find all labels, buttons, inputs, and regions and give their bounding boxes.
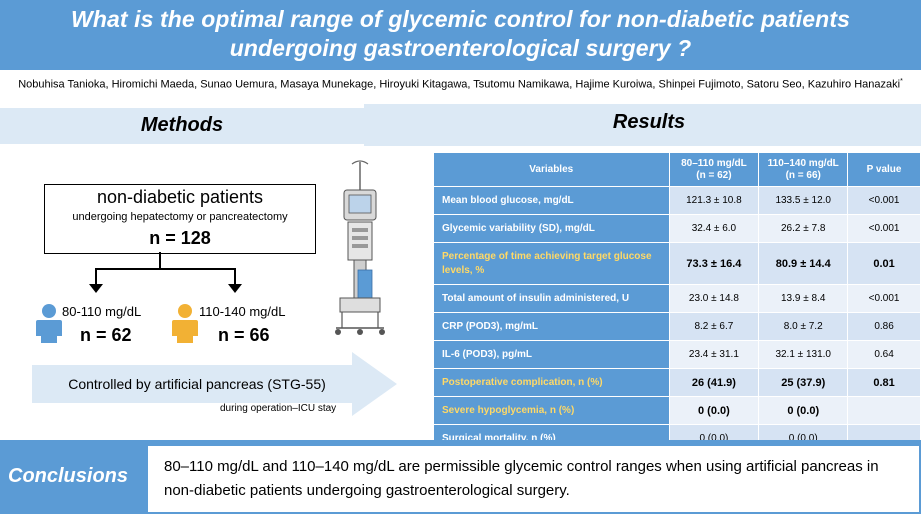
variable-cell: Mean blood glucose, mg/dL xyxy=(433,186,670,215)
variable-cell: Postoperative complication, n (%) xyxy=(433,368,670,397)
results-table: Variables 80–110 mg/dL (n = 62) 110–140 … xyxy=(433,152,921,452)
variable-cell: CRP (POD3), mg/mL xyxy=(433,312,670,341)
table-header-row: Variables 80–110 mg/dL (n = 62) 110–140 … xyxy=(433,152,921,187)
variable-cell: Percentage of time achieving target gluc… xyxy=(433,242,670,285)
variable-cell: Severe hypoglycemia, n (%) xyxy=(433,396,670,425)
group-1-value-cell: 23.4 ± 31.1 xyxy=(668,340,760,369)
group-1-value-cell: 73.3 ± 16.4 xyxy=(668,242,760,285)
cohort-title: non-diabetic patients xyxy=(96,187,264,207)
page-title-line-1: What is the optimal range of glycemic co… xyxy=(71,6,850,32)
column-header-p-value: P value xyxy=(847,152,921,187)
p-value-cell: 0.01 xyxy=(847,242,921,285)
group-1-value-cell: 0 (0.0) xyxy=(668,396,760,425)
cohort-subtitle: undergoing hepatectomy or pancreatectomy xyxy=(72,211,288,223)
group-2-label: 110-140 mg/dL xyxy=(199,304,286,319)
p-value-cell: 0.64 xyxy=(847,340,921,369)
group-1-value-cell: 32.4 ± 6.0 xyxy=(668,214,760,243)
group-1-value-cell: 23.0 ± 14.8 xyxy=(668,284,760,313)
group-1-value-cell: 121.3 ± 10.8 xyxy=(668,186,760,215)
arrow-down-icon xyxy=(228,284,242,293)
table-row: Mean blood glucose, mg/dL 121.3 ± 10.8 133… xyxy=(433,186,921,215)
title-banner xyxy=(0,0,921,70)
p-value-cell xyxy=(847,396,921,425)
duration-text: during operation–ICU stay xyxy=(220,403,337,414)
group-2-value-cell: 13.9 ± 8.4 xyxy=(758,284,849,313)
group-2-value-cell: 8.0 ± 7.2 xyxy=(758,312,849,341)
table-row: Percentage of time achieving target gluc… xyxy=(433,242,921,285)
group-2-value-cell: 32.1 ± 131.0 xyxy=(758,340,849,369)
conclusions-heading: Conclusions xyxy=(8,465,129,487)
person-icon-blue xyxy=(36,304,62,343)
conclusions-box xyxy=(148,446,919,512)
flow-line-vertical xyxy=(159,252,161,269)
column-header-group-1: 80–110 mg/dL (n = 62) xyxy=(668,152,760,187)
group-2-count: n = 66 xyxy=(218,325,270,345)
group-1-value-cell: 8.2 ± 6.7 xyxy=(668,312,760,341)
p-value-cell: <0.001 xyxy=(847,284,921,313)
results-header-band xyxy=(364,104,921,146)
p-value-cell: <0.001 xyxy=(847,186,921,215)
group-2-value-cell: 133.5 ± 12.0 xyxy=(758,186,849,215)
table-row: Postoperative complication, n (%) 26 (41.… xyxy=(433,368,921,397)
group-1-label: 80-110 mg/dL xyxy=(62,304,142,319)
author-mark: * xyxy=(900,78,903,85)
table-row: Severe hypoglycemia, n (%) 0 (0.0) 0 (0.0) xyxy=(433,396,921,425)
p-value-cell: 0.86 xyxy=(847,312,921,341)
variable-cell: Total amount of insulin administered, U xyxy=(433,284,670,313)
group-2-value-cell: 80.9 ± 14.4 xyxy=(758,242,849,285)
group-1-value-cell: 26 (41.9) xyxy=(668,368,760,397)
cohort-box xyxy=(44,184,316,254)
arrow-down-icon xyxy=(89,284,103,293)
artificial-pancreas-device-icon xyxy=(335,160,385,335)
table-row: IL-6 (POD3), pg/mL 23.4 ± 31.1 32.1 ± 131.… xyxy=(433,340,921,369)
author-list: Nobuhisa Tanioka, Hiromichi Maeda, Sunao… xyxy=(0,78,921,91)
group-2-value-cell: 25 (37.9) xyxy=(758,368,849,397)
group-2-value-cell: 0 (0.0) xyxy=(758,396,849,425)
author-names: Nobuhisa Tanioka, Hiromichi Maeda, Sunao… xyxy=(18,78,901,91)
flow-line-horizontal xyxy=(95,268,235,270)
p-value-cell: <0.001 xyxy=(847,214,921,243)
table-row: CRP (POD3), mg/mL 8.2 ± 6.7 8.0 ± 7.2 0.86 xyxy=(433,312,921,341)
methods-header-band xyxy=(0,108,364,144)
variable-cell: IL-6 (POD3), pg/mL xyxy=(433,340,670,369)
person-icon-yellow xyxy=(172,304,198,343)
results-heading: Results xyxy=(612,111,686,133)
flow-line-right xyxy=(234,268,236,286)
group-1-count: n = 62 xyxy=(80,325,132,345)
group-2-value-cell: 26.2 ± 7.8 xyxy=(758,214,849,243)
controlled-by-arrow xyxy=(32,365,352,403)
flow-line-left xyxy=(95,268,97,286)
arrow-right-icon xyxy=(352,352,397,416)
column-header-group-2: 110–140 mg/dL (n = 66) xyxy=(758,152,849,187)
conclusions-text: 80–110 mg/dL and 110–140 mg/dL are permi… xyxy=(164,458,879,499)
p-value-cell: 0.81 xyxy=(847,368,921,397)
methods-heading: Methods xyxy=(140,114,224,136)
variable-cell: Glycemic variability (SD), mg/dL xyxy=(433,214,670,243)
table-row: Glycemic variability (SD), mg/dL 32.4 ± 6… xyxy=(433,214,921,243)
controlled-by-text: Controlled by artificial pancreas (STG-5… xyxy=(68,376,326,392)
cohort-count: n = 128 xyxy=(149,228,211,248)
column-header-variables: Variables xyxy=(433,152,670,187)
page-title-line-2: undergoing gastroenterological surgery ? xyxy=(229,35,692,61)
